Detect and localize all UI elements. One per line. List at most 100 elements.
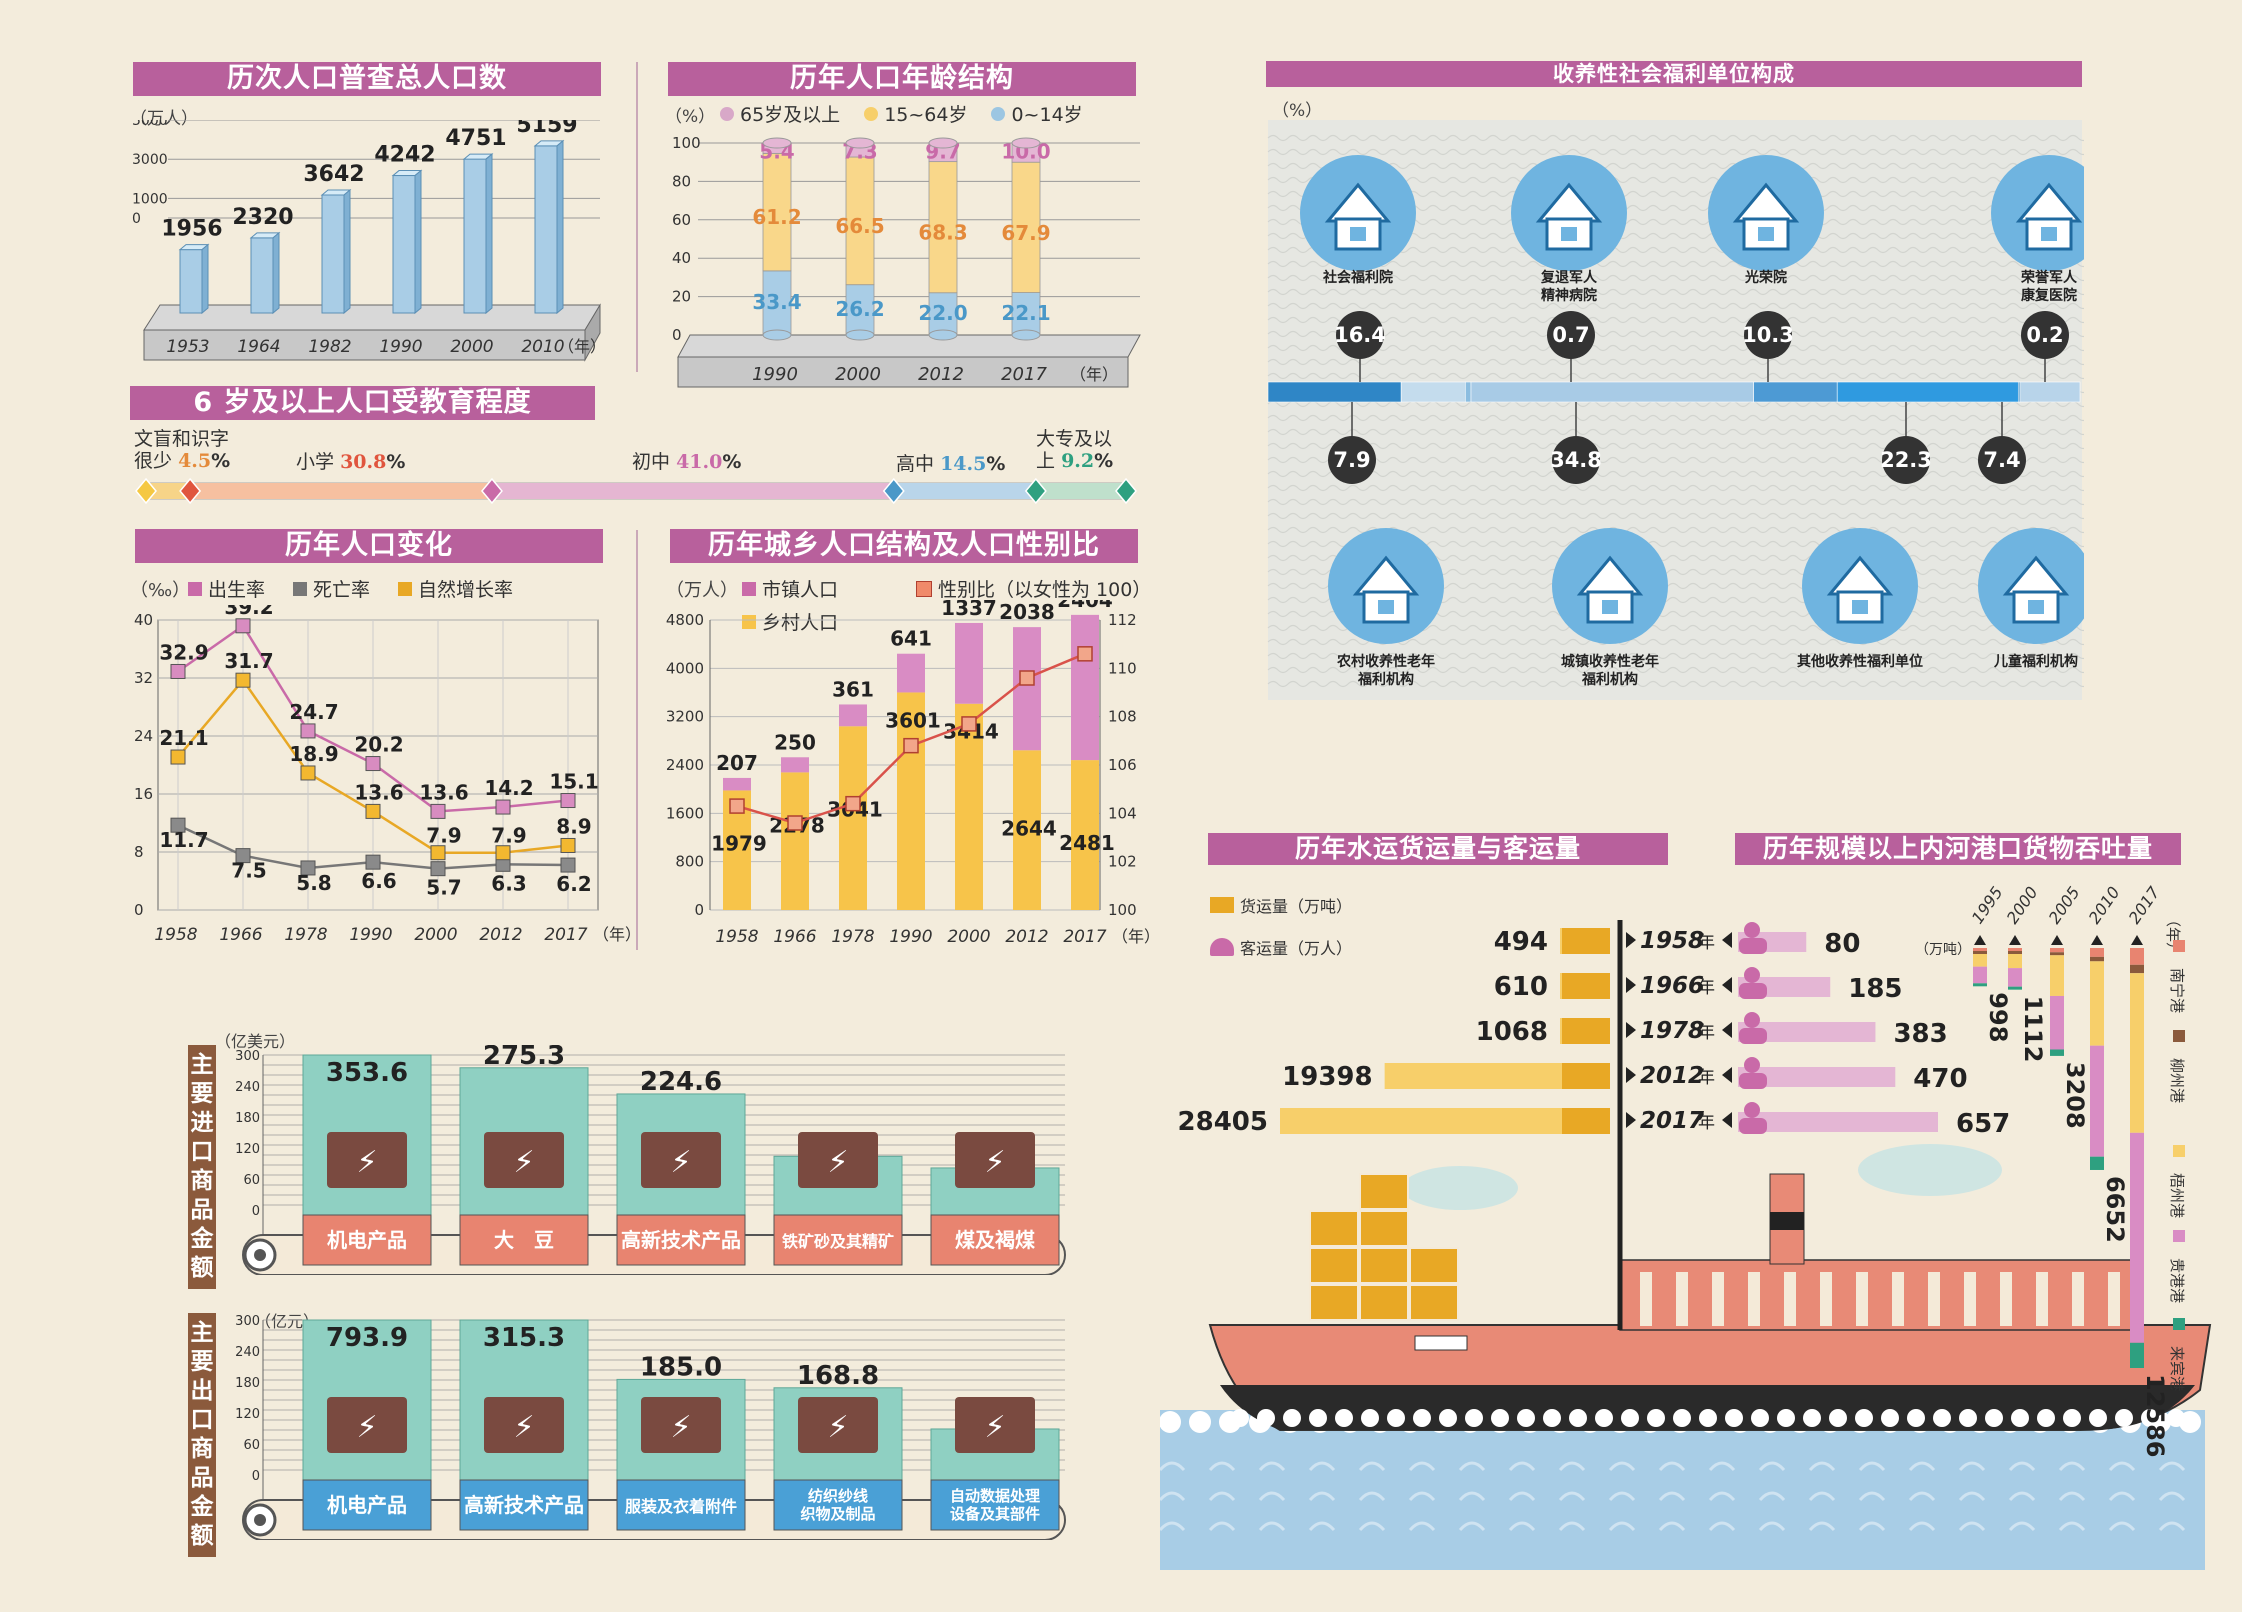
census-category-label: 1953 [166,337,209,357]
edu-label-junior: 初中 41.0% [632,447,741,474]
product-icon-glyph: ⚡ [356,1145,377,1180]
age-title: 历年人口年龄结构 [668,62,1136,96]
trade-label: 铁矿砂及其精矿 [782,1232,894,1251]
wave-curl [1958,1461,1986,1472]
edu-name-line: 文盲和识字 [134,428,230,450]
rates-value-label: 8.9 [556,814,591,838]
wave-curl [1608,1491,1636,1502]
water-year-label: 1966 [1640,973,1704,999]
age-value-label: 22.0 [918,301,967,325]
port-bar-segment [1973,948,1987,951]
person-icon-body [1739,1118,1767,1134]
y-tick-label: 8 [134,843,144,861]
edu-label-primary: 小学 30.8% [296,447,405,474]
cabin-window [1748,1272,1760,1326]
wave-curl [1208,1521,1236,1532]
product-icon-glyph: ⚡ [670,1410,691,1445]
water-legend-passenger: 客运量（万人） [1210,935,1352,959]
hull-wave [1621,1409,1639,1427]
rural-bar [897,692,925,910]
trade-label: 织物及制品 [800,1505,875,1523]
cabin-window [1856,1272,1868,1326]
cargo-container [1409,1247,1459,1284]
welfare-value-label: 10.3 [1742,323,1794,347]
age-segment [762,270,792,336]
urban-x-label: 1990 [889,927,932,947]
year-arrow [1722,932,1732,948]
y-tick-label: 4800 [666,611,704,629]
age-bar-cap [928,137,958,149]
water-year-suffix: 年 [1698,1068,1715,1088]
person-icon-body [1739,983,1767,999]
y-tick-label: 0 [134,901,144,919]
wave-curl [2008,1521,2036,1532]
platform-top [143,304,601,331]
urban-bar [839,704,867,727]
urban-legend-ratio: 性别比（以女性为 100） [916,575,1151,602]
port-legend-swatch [2173,1318,2185,1330]
rates-value-label: 15.1 [549,770,598,794]
wave-curl [1558,1521,1586,1532]
year-arrow [1626,1112,1636,1128]
urban-value-label: 361 [832,677,874,701]
rates-value-label: 18.9 [289,742,338,766]
port-bar-segment [2050,952,2064,956]
wave-curl [1708,1521,1736,1532]
port-value-label: 3208 [2061,1062,2089,1129]
census-bar [534,145,558,314]
edu-pct: % [722,451,742,473]
age-unit: （%） [665,107,716,127]
wave-curl [1658,1491,1686,1502]
hull-wave [1465,1409,1483,1427]
cloud [1402,1166,1518,1210]
freight-bar-end [1562,1063,1610,1089]
wave-curl [2058,1521,2086,1532]
urban-value-label: 2404 [1057,600,1113,612]
rates-value-label: 7.9 [426,824,461,848]
product-icon-glyph: ⚡ [827,1410,848,1445]
census-bar-side [485,153,493,315]
rates-point [300,860,316,876]
welfare-value-circle [2021,311,2069,359]
rates-point [170,663,186,679]
wave-curl [2108,1461,2136,1472]
edu-value: 30.8 [340,451,387,473]
age-segment [1011,161,1041,293]
age-segment [845,284,875,336]
wave-curl [1808,1491,1836,1502]
trade-value-label: 275.3 [483,1045,565,1071]
wave-crest [1189,1411,1211,1433]
cargo-container [1359,1173,1409,1210]
rates-x-label: 1990 [349,925,392,945]
wave-pattern [1267,666,2084,674]
cabin-window [1892,1272,1904,1326]
edu-pct: % [986,453,1006,475]
age-bar-base [928,329,958,341]
hull-wave [1491,1409,1509,1427]
person-icon [1744,1057,1760,1073]
hull-wave [1803,1409,1821,1427]
person-icon [1744,1102,1760,1118]
urban-legend-label: 乡村人口 [762,612,839,634]
urban-bar [1071,614,1099,761]
product-icon [955,1132,1035,1188]
honor-rehab-icon-window [2041,227,2057,241]
wave-pattern [1267,246,2084,254]
urban-x-label: 1958 [715,927,758,947]
census-category-label: 2000 [450,337,493,357]
rates-chart: 0 8 16 24 32 40 32.9 39.2 24.7 20.2 13.6 14.2 15.1 11… [134,605,638,945]
trade-label: 高新技术产品 [464,1493,584,1517]
trade-label: 设备及其部件 [950,1505,1040,1523]
glory-home-icon-window [1758,227,1774,241]
port-legend-swatch [2173,940,2185,952]
y-tick-label-right: 102 [1108,853,1137,871]
y-tick-label: 20 [672,288,691,306]
trade-label-box [459,1214,589,1266]
rates-point [430,803,446,819]
edu-value: 4.5 [178,450,212,472]
age-segment [845,156,875,286]
platform-front [143,329,586,361]
port-bar-segment [1973,951,1987,954]
wave-curl [1808,1461,1836,1472]
